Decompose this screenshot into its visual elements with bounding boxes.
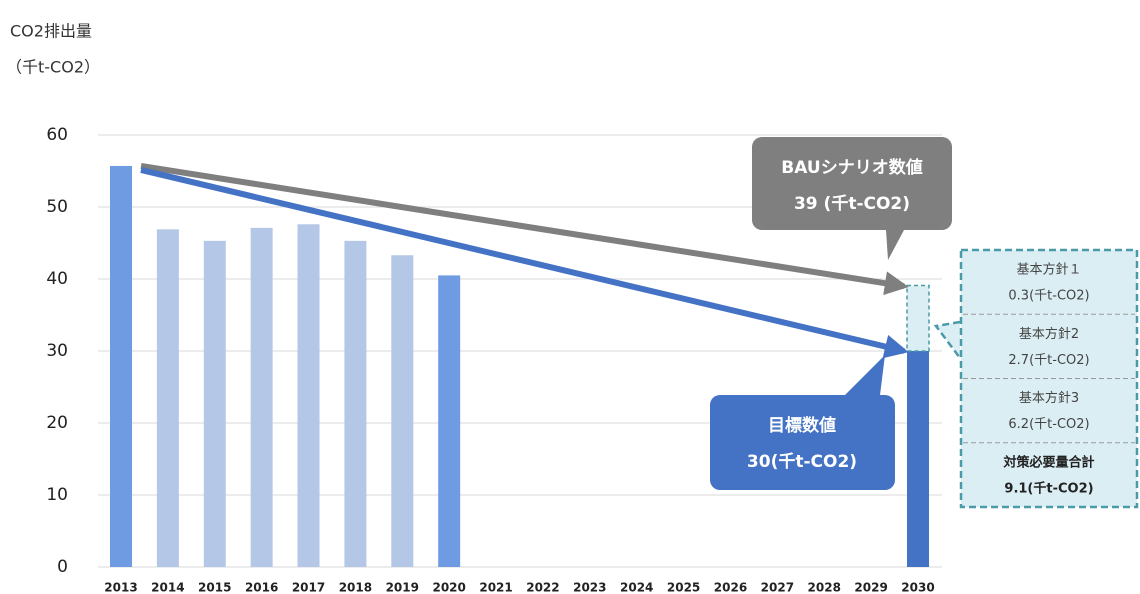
x-tick-label: 2017 [292, 581, 325, 594]
x-tick-label: 2027 [761, 581, 794, 594]
y-tick-label: 0 [57, 557, 68, 577]
x-tick-label: 2014 [151, 581, 184, 594]
x-tick-label: 2024 [620, 581, 653, 594]
bar [297, 224, 320, 567]
bar [438, 275, 461, 567]
y-tick-label: 20 [46, 413, 68, 433]
x-tick-label: 2023 [573, 581, 606, 594]
bau-label: 39 (千t-CO2) [794, 194, 910, 214]
bar [156, 229, 179, 567]
bau-callout [752, 137, 952, 260]
bar [344, 240, 367, 567]
x-tick-label: 2013 [104, 581, 137, 594]
x-tick-label: 2016 [245, 581, 278, 594]
bar [391, 255, 414, 568]
reduction-name: 対策必要量合計 [1002, 454, 1094, 470]
breakdown-pointer [933, 320, 961, 359]
y-tick-label: 40 [46, 269, 68, 289]
y-tick-label: 60 [46, 125, 68, 145]
x-tick-label: 2028 [808, 581, 841, 594]
bau-arrow [140, 162, 909, 296]
target-label: 30(千t-CO2) [747, 452, 857, 472]
bar [250, 227, 273, 567]
x-tick-label: 2015 [198, 581, 231, 594]
x-tick-label: 2025 [667, 581, 700, 594]
bar [110, 165, 132, 567]
reduction-label: 9.1(千t-CO2) [1004, 480, 1093, 496]
target-arrow [140, 167, 909, 359]
x-tick-label: 2020 [432, 581, 465, 594]
breakdown-label: 0.3(千t-CO2) [1008, 289, 1089, 304]
bar [907, 351, 929, 567]
target-title: 目標数値 [768, 415, 836, 436]
x-tick-label: 2029 [854, 581, 887, 594]
x-tick-label: 2030 [901, 581, 934, 594]
y-tick-label: 10 [46, 485, 68, 505]
breakdown-label: 2.7(千t-CO2) [1008, 353, 1089, 368]
y-tick-label: 50 [46, 197, 68, 217]
bau-title: BAUシナリオ数値 [781, 157, 922, 178]
breakdown-name: 基本方針2 [1019, 326, 1079, 342]
bar [203, 240, 226, 567]
x-tick-label: 2021 [479, 581, 512, 594]
target-callout [710, 355, 895, 490]
x-tick-label: 2026 [714, 581, 747, 594]
x-tick-label: 2018 [339, 581, 372, 594]
breakdown-name: 基本方針１ [1016, 262, 1081, 278]
y-tick-label: 30 [46, 341, 68, 361]
y-axis-label: （千t-CO2） [6, 58, 100, 77]
y-axis-label: CO2排出量 [10, 22, 92, 41]
breakdown-name: 基本方針3 [1019, 390, 1079, 406]
x-tick-label: 2022 [526, 581, 559, 594]
x-tick-label: 2019 [386, 581, 419, 594]
breakdown-label: 6.2(千t-CO2) [1008, 417, 1089, 432]
reduction-segment [906, 284, 930, 352]
